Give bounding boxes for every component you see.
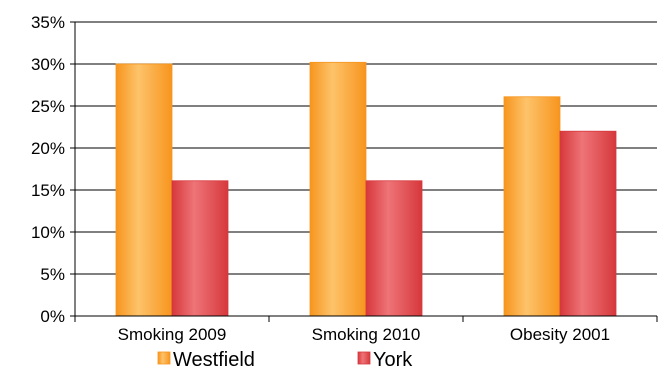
legend: Westfield York — [157, 349, 413, 371]
legend-swatch-westfield — [157, 351, 171, 365]
x-tick-label: Smoking 2010 — [312, 325, 421, 344]
y-tick-label: 25% — [31, 97, 65, 116]
y-tick-label: 30% — [31, 55, 65, 74]
bar-westfield-1 — [309, 61, 367, 317]
legend-label-york: York — [373, 349, 413, 371]
legend-swatch-york — [357, 351, 371, 365]
x-tick-labels: Smoking 2009 Smoking 2010 Obesity 2001 — [118, 325, 610, 344]
y-tick-labels: 0% 5% 10% 15% 20% 25% 30% 35% — [31, 13, 65, 326]
y-tick-label: 10% — [31, 223, 65, 242]
bars — [115, 61, 617, 317]
y-tick-label: 20% — [31, 139, 65, 158]
bar-york-2 — [559, 130, 617, 317]
bar-westfield-2 — [503, 96, 561, 317]
bar-york-1 — [365, 180, 423, 317]
x-tick-label: Obesity 2001 — [510, 325, 610, 344]
y-tick-label: 5% — [40, 265, 65, 284]
axes — [70, 21, 658, 322]
x-tick-label: Smoking 2009 — [118, 325, 227, 344]
y-tick-label: 0% — [40, 307, 65, 326]
y-tick-label: 35% — [31, 13, 65, 32]
legend-label-westfield: Westfield — [173, 349, 255, 371]
y-tick-label: 15% — [31, 181, 65, 200]
bar-westfield-0 — [115, 63, 173, 317]
bar-york-0 — [171, 180, 229, 317]
